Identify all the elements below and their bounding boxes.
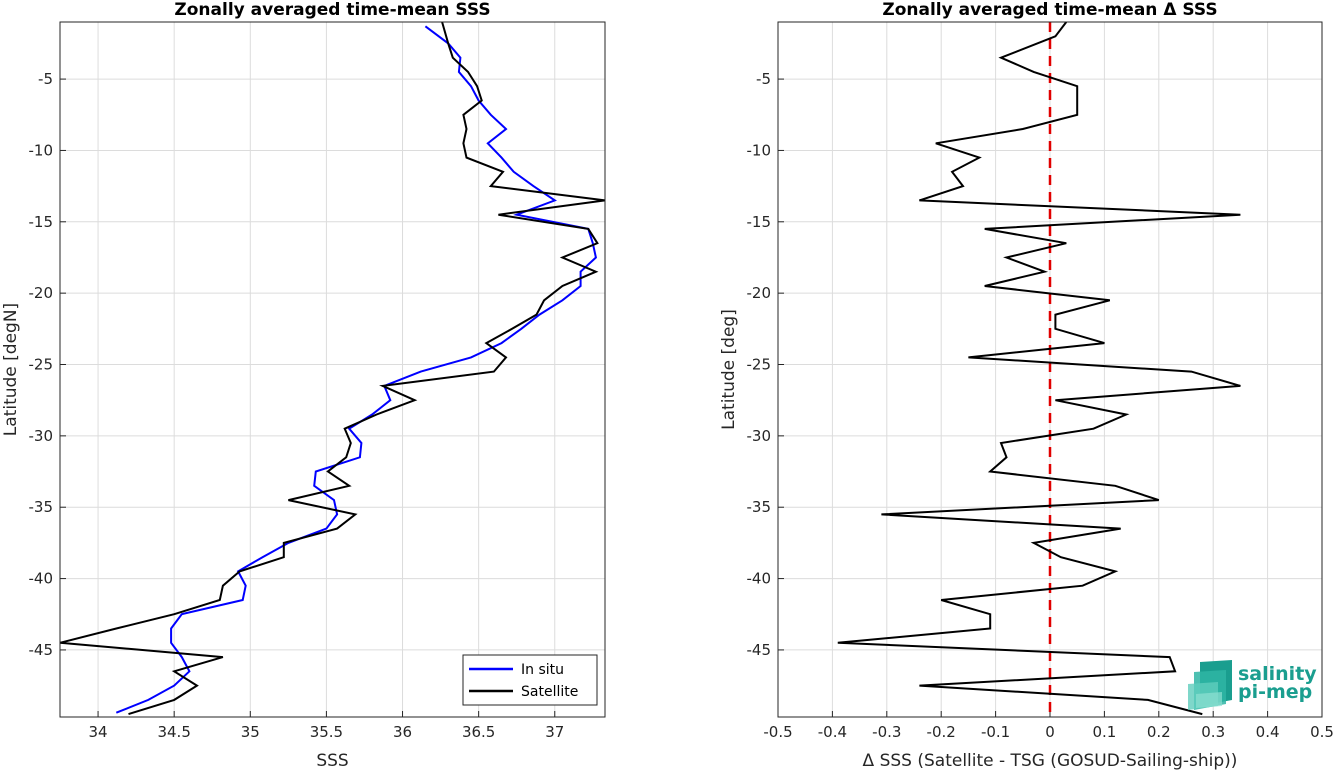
y-tick-label: -10 bbox=[29, 141, 54, 159]
x-tick-label: 35.5 bbox=[310, 723, 343, 741]
y-tick-label: -40 bbox=[29, 570, 54, 588]
in-situ-series-line bbox=[115, 25, 597, 714]
y-tick-label: -20 bbox=[747, 284, 772, 302]
x-tick-label: 0.5 bbox=[1310, 723, 1334, 741]
left-chart-panel: 34 34.5 35 35.5 36 36.5 37 -5 -10 -15 -20 -25 -30 -3… bbox=[1, 0, 606, 770]
right-chart-y-axis-label: Latitude [deg] bbox=[719, 309, 739, 430]
x-tick-label: 0.4 bbox=[1256, 723, 1280, 741]
y-tick-label: -35 bbox=[29, 498, 54, 516]
legend-entry-satellite: Satellite bbox=[521, 684, 578, 700]
right-chart-y-ticks: -5 -10 -15 -20 -25 -30 -35 -40 -45 bbox=[747, 70, 784, 659]
y-tick-label: -45 bbox=[29, 641, 54, 659]
x-tick-label: 0 bbox=[1045, 723, 1055, 741]
x-tick-label: 34 bbox=[89, 723, 108, 741]
satellite-series-line bbox=[59, 21, 606, 716]
legend-box bbox=[462, 654, 598, 706]
y-tick-label: -40 bbox=[747, 570, 772, 588]
x-tick-label: 35 bbox=[241, 723, 260, 741]
left-chart-y-ticks: -5 -10 -15 -20 -25 -30 -35 -40 -45 bbox=[29, 70, 66, 659]
y-tick-label: -5 bbox=[38, 70, 53, 88]
y-tick-label: -30 bbox=[747, 427, 772, 445]
y-tick-label: -30 bbox=[29, 427, 54, 445]
delta-sss-series-line bbox=[837, 21, 1241, 716]
y-tick-label: -10 bbox=[747, 141, 772, 159]
x-tick-label: 0.2 bbox=[1147, 723, 1171, 741]
right-chart-title: Zonally averaged time-mean Δ SSS bbox=[882, 0, 1217, 20]
left-chart-x-axis-label: SSS bbox=[316, 751, 348, 770]
x-tick-label: 34.5 bbox=[157, 723, 190, 741]
y-tick-label: -5 bbox=[756, 70, 771, 88]
left-chart-x-ticks: 34 34.5 35 35.5 36 36.5 37 bbox=[89, 711, 564, 741]
left-chart-grid bbox=[60, 22, 605, 717]
right-chart-x-axis-label: Δ SSS (Satellite - TSG (GOSUD-Sailing-sh… bbox=[863, 751, 1238, 770]
logo-text-salinity: salinity bbox=[1238, 663, 1317, 685]
left-chart-y-axis-label: Latitude [degN] bbox=[1, 303, 21, 436]
x-tick-label: 0.3 bbox=[1201, 723, 1225, 741]
x-tick-label: 36.5 bbox=[462, 723, 495, 741]
y-tick-label: -25 bbox=[29, 356, 54, 374]
right-chart-x-ticks: -0.5 -0.4 -0.3 -0.2 -0.1 0 0.1 0.2 0.3 0.4 0.5 bbox=[763, 711, 1334, 741]
x-tick-label: -0.5 bbox=[763, 723, 792, 741]
logo-icon bbox=[1188, 660, 1232, 710]
logo-text-pi-mep: pi-mep bbox=[1238, 681, 1312, 703]
salinity-pi-mep-logo: salinity pi-mep bbox=[1188, 660, 1317, 710]
left-chart-series bbox=[59, 21, 606, 716]
x-tick-label: -0.3 bbox=[872, 723, 901, 741]
x-tick-label: -0.4 bbox=[818, 723, 847, 741]
y-tick-label: -25 bbox=[747, 356, 772, 374]
x-tick-label: 36 bbox=[393, 723, 412, 741]
right-chart-panel: -0.5 -0.4 -0.3 -0.2 -0.1 0 0.1 0.2 0.3 0.4 0.5 -5-… bbox=[719, 0, 1334, 770]
legend: In situ Satellite bbox=[462, 654, 598, 706]
y-tick-label: -20 bbox=[29, 284, 54, 302]
y-tick-label: -45 bbox=[747, 641, 772, 659]
right-chart-series bbox=[837, 21, 1241, 716]
left-chart-frame bbox=[59, 21, 606, 718]
x-tick-label: -0.1 bbox=[981, 723, 1010, 741]
legend-entry-in-situ: In situ bbox=[521, 662, 564, 678]
x-tick-label: -0.2 bbox=[927, 723, 956, 741]
left-chart-title: Zonally averaged time-mean SSS bbox=[174, 0, 490, 20]
x-tick-label: 37 bbox=[545, 723, 564, 741]
y-tick-label: -15 bbox=[29, 213, 54, 231]
right-chart-frame bbox=[777, 21, 1323, 718]
y-tick-label: -15 bbox=[747, 213, 772, 231]
y-tick-label: -35 bbox=[747, 498, 772, 516]
x-tick-label: 0.1 bbox=[1092, 723, 1116, 741]
